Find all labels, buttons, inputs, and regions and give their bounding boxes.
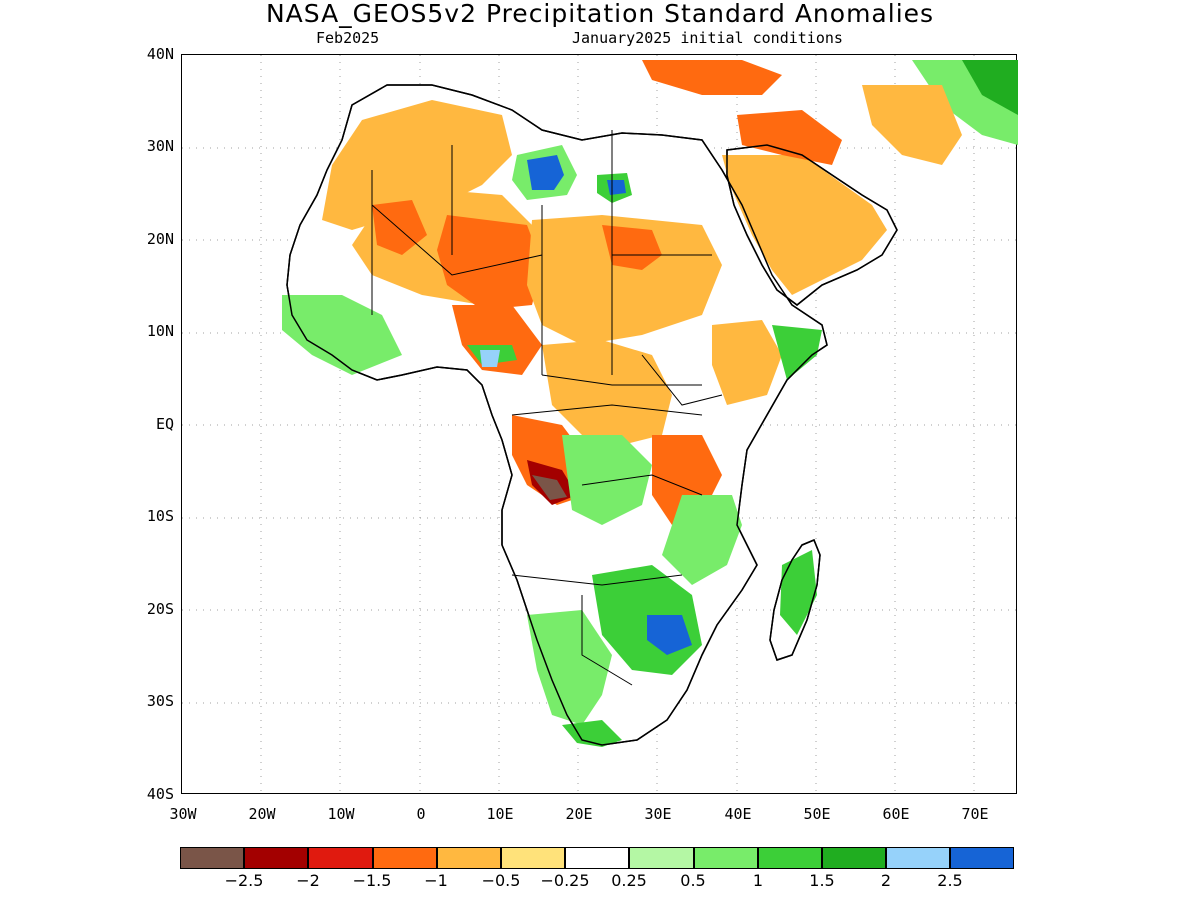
lon-label-20e: 20E [565,805,593,823]
legend-swatch [436,847,501,869]
legend-label: 0.25 [611,871,647,890]
legend-swatch [757,847,822,869]
legend-label: 2.5 [937,871,963,890]
legend-label: 2 [880,871,892,890]
legend-swatch [821,847,887,869]
anomaly-fields [282,60,1018,747]
lon-label-0: 0 [416,805,426,823]
legend-label: −0.25 [540,871,590,890]
lat-label-40n: 40N [146,45,174,63]
legend-swatch [244,847,309,869]
legend-label: −1.5 [352,871,392,890]
country-borders [371,130,723,686]
lat-label-eq: EQ [155,415,174,433]
lon-label-30w: 30W [169,805,197,823]
legend-swatch [886,847,951,869]
legend-swatch [500,847,566,869]
legend-swatch [693,847,758,869]
chart-title: NASA_GEOS5v2 Precipitation Standard Anom… [265,0,935,28]
init-conditions-label: January2025 initial conditions [572,29,843,47]
lat-label-30s: 30S [146,692,174,710]
madagascar-coastline [769,539,821,661]
lon-label-10w: 10W [327,805,355,823]
legend-label: 0.5 [680,871,706,890]
legend-swatch [950,847,1015,869]
map-frame [181,54,1018,795]
color-legend [180,847,1015,869]
lat-label-30n: 30N [146,137,174,155]
lat-label-20n: 20N [146,230,174,248]
lat-label-10s: 10S [146,507,174,525]
lat-label-40s: 40S [146,785,174,803]
legend-label: −2.5 [224,871,264,890]
legend-label: −2 [296,871,320,890]
valid-month-label: Feb2025 [316,29,380,47]
legend-swatch [180,847,245,869]
legend-label: −0.5 [481,871,521,890]
lon-label-50e: 50E [803,805,831,823]
lon-label-60e: 60E [882,805,910,823]
anomaly-map [182,55,1018,795]
legend-swatch [308,847,373,869]
arabia-coastline [726,144,898,306]
lon-label-10e: 10E [486,805,514,823]
legend-swatch [565,847,630,869]
lat-label-20s: 20S [146,600,174,618]
lon-label-40e: 40E [724,805,752,823]
legend-label: 1.5 [809,871,835,890]
africa-coastline [286,84,828,746]
legend-label: −1 [424,871,448,890]
lon-label-30e: 30E [644,805,672,823]
lon-label-20w: 20W [248,805,276,823]
legend-swatch [629,847,694,869]
legend-swatch [372,847,437,869]
lon-label-70e: 70E [961,805,989,823]
legend-label: 1 [752,871,764,890]
lat-label-10n: 10N [146,322,174,340]
